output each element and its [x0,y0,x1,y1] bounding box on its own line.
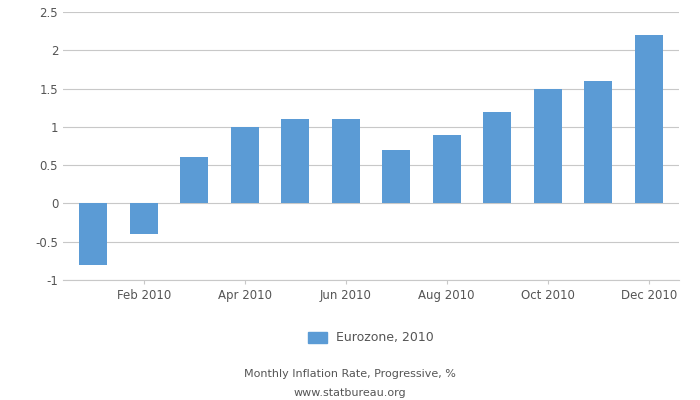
Bar [79,204,107,265]
Bar [382,150,410,204]
Bar [433,134,461,204]
Bar [483,112,511,204]
Legend: Eurozone, 2010: Eurozone, 2010 [302,326,440,350]
Text: Monthly Inflation Rate, Progressive, %: Monthly Inflation Rate, Progressive, % [244,369,456,379]
Bar [534,88,561,204]
Bar [635,35,663,204]
Text: www.statbureau.org: www.statbureau.org [294,388,406,398]
Bar [281,119,309,204]
Bar [181,158,208,204]
Bar [584,81,612,204]
Bar [231,127,259,204]
Bar [332,119,360,204]
Bar [130,204,158,234]
